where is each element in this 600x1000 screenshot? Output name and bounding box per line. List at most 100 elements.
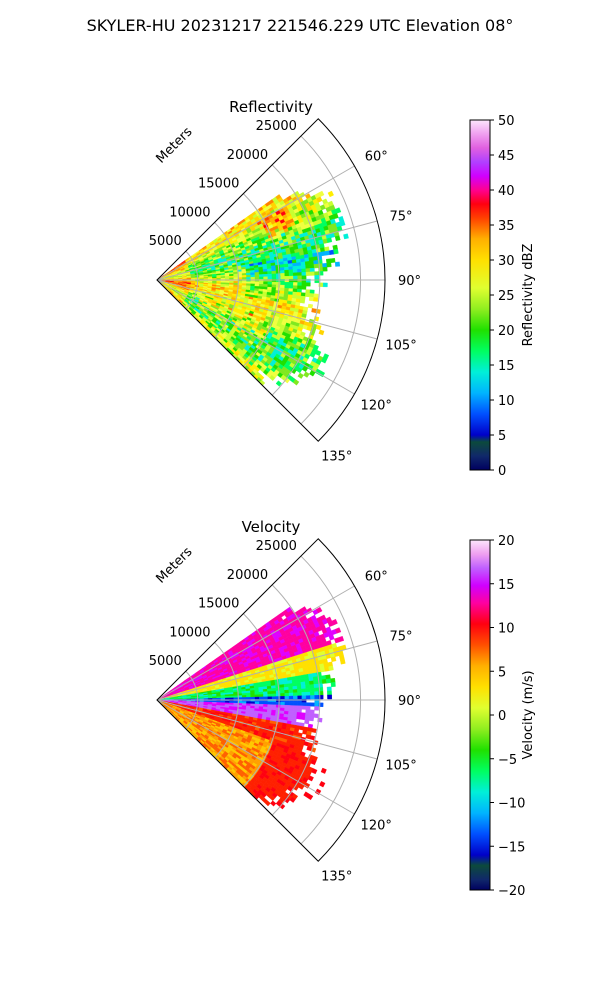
field-cell	[288, 272, 294, 277]
field-cell	[315, 324, 322, 331]
field-cell	[241, 275, 247, 278]
radar-field	[156, 606, 347, 810]
field-cell	[300, 715, 306, 721]
colorbar-tick-label: 0	[498, 709, 506, 724]
field-cell	[300, 265, 307, 270]
field-cell	[224, 697, 230, 700]
field-cell	[258, 694, 264, 698]
field-cell	[271, 693, 277, 697]
field-cell	[300, 685, 307, 690]
radial-tick-label: 5000	[149, 654, 182, 669]
field-cell	[309, 264, 315, 269]
field-cell	[246, 277, 252, 280]
field-cell	[296, 685, 302, 690]
field-cell	[325, 678, 332, 684]
field-cell	[318, 190, 325, 198]
field-cell	[329, 249, 335, 255]
field-cell	[297, 272, 303, 277]
field-cell	[322, 262, 328, 268]
field-cell	[301, 688, 307, 693]
angle-tick-label: 105°	[385, 758, 416, 773]
field-cell	[263, 693, 269, 698]
sector-frame	[156, 118, 386, 442]
field-cell	[330, 257, 336, 263]
field-cell	[319, 781, 326, 788]
field-cell	[308, 716, 315, 722]
radial-axis-label: Meters	[154, 124, 196, 166]
field-cell	[327, 690, 332, 696]
colorbar-tick-label: 0	[498, 464, 506, 479]
field-cell	[284, 701, 290, 706]
field-cell	[331, 618, 338, 626]
field-cell	[229, 697, 234, 700]
field-cell	[279, 707, 285, 712]
field-cell	[309, 260, 315, 266]
field-cell	[288, 692, 294, 697]
field-cell	[297, 692, 303, 697]
field-cell	[333, 248, 339, 255]
field-cell	[284, 686, 290, 691]
field-cell	[299, 299, 306, 304]
field-cell	[280, 690, 285, 694]
field-cell	[280, 704, 286, 709]
field-cell	[258, 271, 264, 275]
field-cell	[305, 684, 311, 689]
colorbar-tick-label: 20	[498, 324, 515, 339]
field-cell	[292, 692, 298, 697]
field-cell	[296, 708, 302, 713]
radial-tick-label: 20000	[227, 148, 268, 163]
field-cell	[292, 689, 298, 694]
field-cell	[263, 276, 268, 280]
angle-tick-label: 60°	[365, 570, 388, 585]
field-cell	[288, 275, 294, 280]
field-cell	[309, 271, 315, 276]
colorbar-tick-label: −20	[498, 884, 525, 899]
field-cell	[314, 695, 320, 700]
angle-tick-label: 120°	[361, 398, 392, 413]
field-cell	[254, 696, 260, 700]
field-cell	[309, 267, 315, 273]
field-cell	[233, 277, 239, 280]
radial-tick-label: 20000	[227, 568, 268, 583]
field-cell	[343, 233, 349, 240]
field-cell	[246, 274, 251, 278]
field-cell	[335, 207, 342, 214]
radial-tick-label: 10000	[169, 205, 210, 220]
field-cell	[276, 276, 281, 280]
field-cell	[254, 281, 260, 285]
field-cell	[321, 357, 328, 364]
field-cell	[220, 697, 226, 700]
field-cell	[296, 715, 302, 720]
field-cell	[305, 712, 311, 718]
colorbar-tick-label: 5	[498, 429, 506, 444]
reflectivity-panel: Reflectivity500010000150002000025000Mete…	[149, 98, 536, 479]
field-cell	[212, 278, 217, 280]
field-cell	[312, 256, 319, 262]
field-cell	[324, 250, 331, 256]
field-cell	[259, 276, 264, 280]
field-cell	[292, 265, 298, 270]
field-cell	[271, 690, 277, 695]
field-cell	[305, 289, 311, 294]
field-cell	[241, 697, 247, 700]
field-cell	[313, 297, 319, 302]
field-cell	[320, 251, 326, 257]
field-cell	[301, 282, 307, 287]
field-cell	[330, 682, 336, 688]
field-cell	[276, 696, 281, 700]
field-cell	[288, 689, 294, 694]
field-cell	[297, 705, 303, 710]
field-cell	[288, 702, 294, 706]
field-cell	[267, 276, 273, 280]
field-cell	[307, 303, 314, 309]
field-cell	[311, 728, 317, 734]
field-cell	[296, 682, 302, 687]
radial-tick-label: 25000	[256, 119, 297, 134]
field-cell	[267, 273, 273, 278]
field-cell	[284, 272, 290, 277]
colorbar	[469, 539, 491, 891]
field-cell	[301, 691, 307, 697]
field-cell	[297, 688, 302, 693]
field-cell	[263, 691, 268, 695]
field-cell	[280, 702, 286, 706]
